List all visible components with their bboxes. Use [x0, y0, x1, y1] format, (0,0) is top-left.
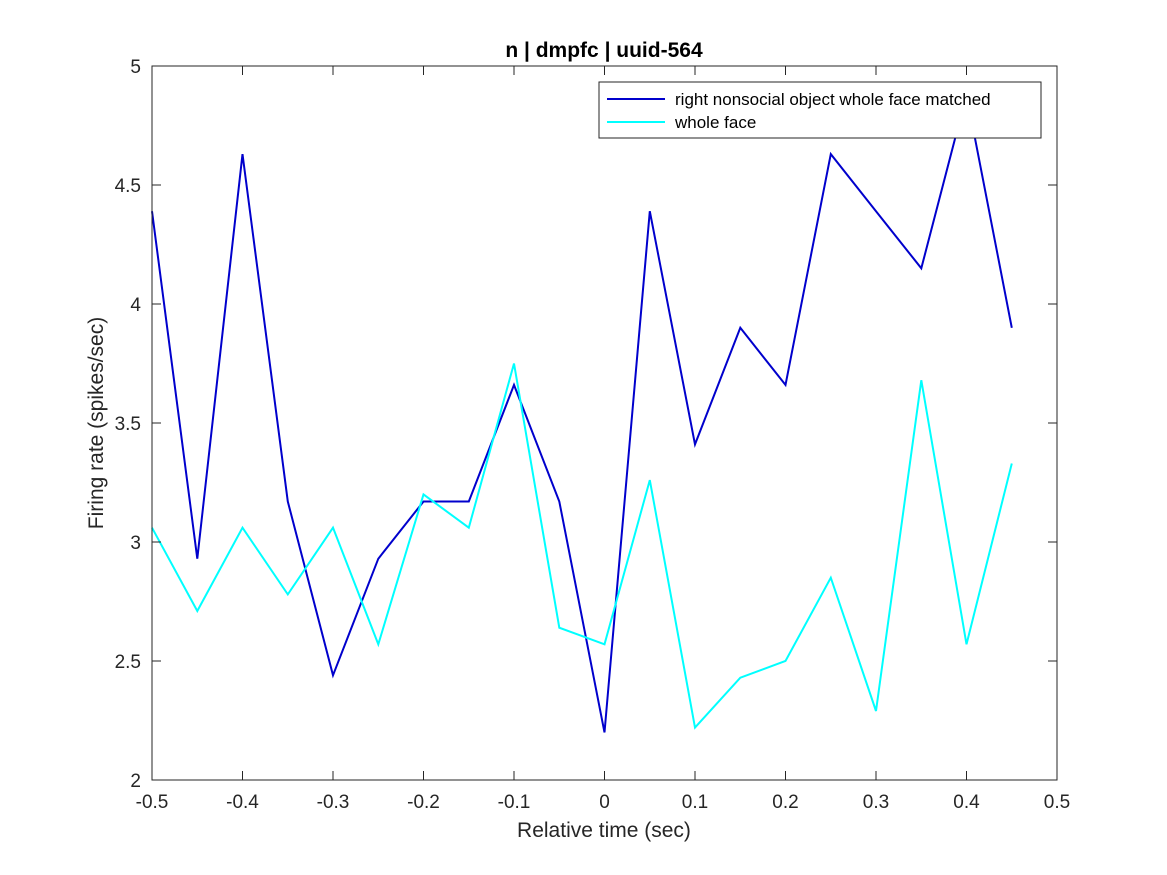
x-tick-label: -0.4	[226, 792, 259, 813]
series-layer	[151, 94, 1013, 733]
x-tick-label: -0.1	[498, 792, 531, 813]
y-tick-label: 3	[130, 533, 141, 554]
y-tick-label: 3.5	[115, 414, 141, 435]
x-tick-label: -0.5	[136, 792, 169, 813]
x-tick-label: 0.3	[863, 792, 889, 813]
y-tick-label: 2	[130, 771, 141, 792]
axes-layer: -0.5 -0.4 -0.3 -0.2 -0.1 0 0.1 0.2 0.3 0.4 0.5 2 2.5…	[115, 57, 1071, 813]
legend-box	[598, 81, 1042, 139]
y-tick-label: 4.5	[115, 176, 141, 197]
legend-label-1: right nonsocial object whole face matche…	[675, 90, 991, 109]
chart-title: n | dmpfc | uuid-564	[505, 39, 703, 62]
x-axis-label: Relative time (sec)	[517, 819, 691, 842]
series-line-1	[151, 94, 1013, 733]
x-tick-label: 0.5	[1044, 792, 1070, 813]
y-tick-label: 2.5	[115, 652, 141, 673]
y-axis-label: Firing rate (spikes/sec)	[85, 317, 108, 529]
y-tick-label: 4	[130, 295, 141, 316]
plot-area	[152, 66, 1057, 780]
x-tick-label: 0	[599, 792, 610, 813]
x-tick-label: 0.2	[772, 792, 798, 813]
x-tick-label: 0.4	[953, 792, 980, 813]
series-line-2	[151, 363, 1013, 730]
legend: right nonsocial object whole face matche…	[598, 81, 1042, 139]
x-tick-label: -0.3	[317, 792, 350, 813]
y-tick-label: 5	[130, 57, 141, 78]
legend-label-2: whole face	[674, 113, 756, 132]
x-tick-label: 0.1	[682, 792, 708, 813]
x-tick-label: -0.2	[407, 792, 440, 813]
